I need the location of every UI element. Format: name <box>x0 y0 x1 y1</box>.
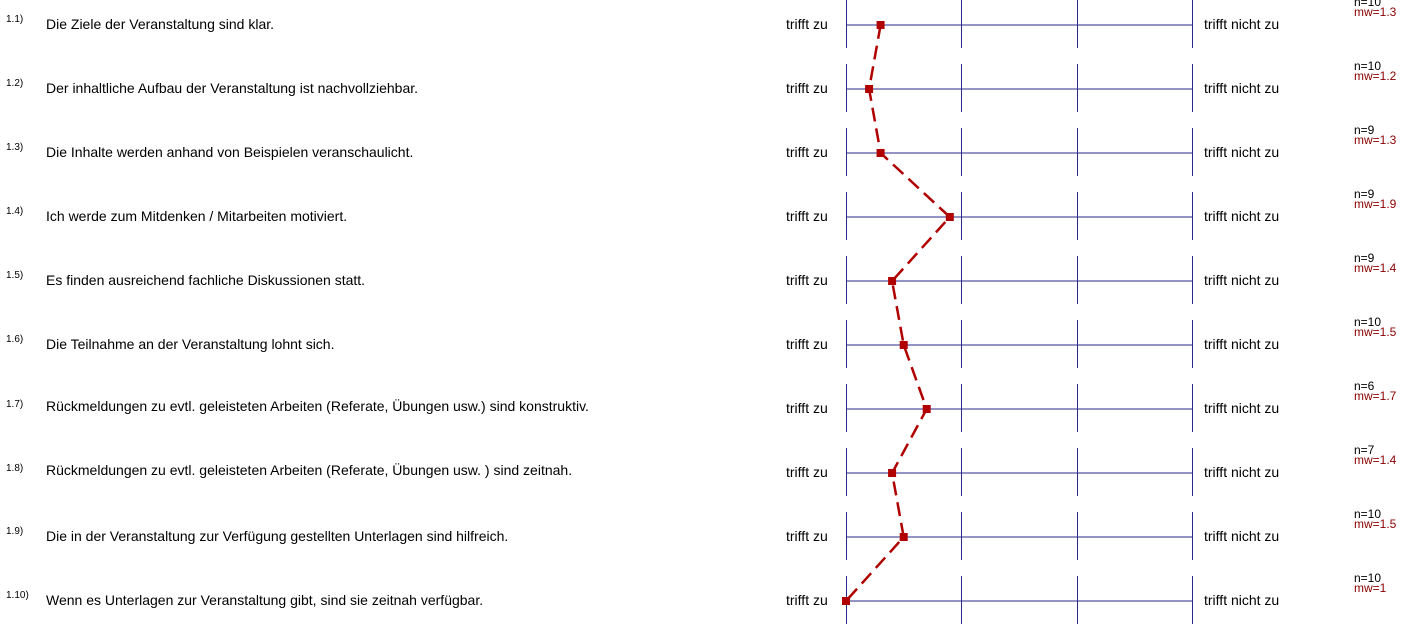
scale-left-label: trifft zu <box>786 464 828 480</box>
scale-right-label: trifft nicht zu <box>1204 592 1280 608</box>
scale-right-label: trifft nicht zu <box>1204 400 1280 416</box>
question-number: 1.10) <box>6 590 29 601</box>
scale-left-label: trifft zu <box>786 336 828 352</box>
scale-left-label: trifft zu <box>786 208 828 224</box>
question-number: 1.6) <box>6 334 24 345</box>
scale-left-label: trifft zu <box>786 144 828 160</box>
scale-right-label: trifft nicht zu <box>1204 272 1280 288</box>
question-row: 1.2) Der inhaltliche Aufbau der Veranstal… <box>0 57 1423 121</box>
stat-count: n=10 <box>1354 0 1382 9</box>
mean-marker <box>899 533 908 541</box>
question-row: 1.9) Die in der Veranstaltung zur Verfügu… <box>0 505 1423 569</box>
question-number: 1.4) <box>6 206 24 217</box>
question-text: Wenn es Unterlagen zur Veranstaltung gib… <box>46 592 484 608</box>
stat-mean: mw=1.7 <box>1354 389 1397 403</box>
stat-mean: mw=1.3 <box>1354 5 1397 19</box>
scale-left-label: trifft zu <box>786 272 828 288</box>
scale-right-label: trifft nicht zu <box>1204 464 1280 480</box>
question-row: 1.8) Rückmeldungen zu evtl. geleisteten A… <box>0 441 1423 505</box>
question-text: Die Ziele der Veranstaltung sind klar. <box>46 16 275 32</box>
mean-marker <box>865 85 874 93</box>
stat-count: n=10 <box>1354 507 1382 521</box>
question-text: Rückmeldungen zu evtl. geleisteten Arbei… <box>46 398 589 414</box>
stat-mean: mw=1.4 <box>1354 453 1397 467</box>
mean-marker <box>922 405 931 413</box>
scale-right-label: trifft nicht zu <box>1204 80 1280 96</box>
stat-mean: mw=1 <box>1354 581 1387 595</box>
question-row: 1.10) Wenn es Unterlagen zur Veranstaltun… <box>0 569 1423 633</box>
question-text: Die Inhalte werden anhand von Beispielen… <box>46 144 414 160</box>
question-row: 1.3) Die Inhalte werden anhand von Beispi… <box>0 121 1423 185</box>
question-number: 1.7) <box>6 399 24 410</box>
scale-right-label: trifft nicht zu <box>1204 144 1280 160</box>
question-row: 1.4) Ich werde zum Mitdenken / Mitarbeite… <box>0 185 1423 249</box>
scale-left-label: trifft zu <box>786 528 828 544</box>
stat-mean: mw=1.5 <box>1354 517 1397 531</box>
stat-count: n=9 <box>1354 187 1375 201</box>
scale-left-label: trifft zu <box>786 80 828 96</box>
stat-count: n=7 <box>1354 443 1375 457</box>
question-text: Die Teilnahme an der Veranstaltung lohnt… <box>46 336 335 352</box>
question-text: Ich werde zum Mitdenken / Mitarbeiten mo… <box>46 208 348 224</box>
question-number: 1.5) <box>6 270 24 281</box>
stat-count: n=10 <box>1354 571 1382 585</box>
stat-mean: mw=1.5 <box>1354 325 1397 339</box>
stat-mean: mw=1.9 <box>1354 197 1397 211</box>
scale-right-label: trifft nicht zu <box>1204 208 1280 224</box>
question-number: 1.1) <box>6 14 24 25</box>
question-number: 1.2) <box>6 78 24 89</box>
stat-mean: mw=1.4 <box>1354 261 1397 275</box>
question-text: Rückmeldungen zu evtl. geleisteten Arbei… <box>46 462 573 478</box>
scale-right-label: trifft nicht zu <box>1204 528 1280 544</box>
mean-marker <box>876 149 885 157</box>
stat-count: n=9 <box>1354 123 1375 137</box>
question-text: Der inhaltliche Aufbau der Veranstaltung… <box>46 80 419 96</box>
question-number: 1.3) <box>6 142 24 153</box>
scale-left-label: trifft zu <box>786 400 828 416</box>
mean-marker <box>842 597 850 605</box>
mean-marker <box>945 213 954 221</box>
stat-mean: mw=1.2 <box>1354 69 1397 83</box>
stat-mean: mw=1.3 <box>1354 133 1397 147</box>
scale-left-label: trifft zu <box>786 16 828 32</box>
stat-count: n=10 <box>1354 315 1382 329</box>
question-number: 1.9) <box>6 526 24 537</box>
stat-count: n=6 <box>1354 379 1375 393</box>
question-row: 1.7) Rückmeldungen zu evtl. geleisteten A… <box>0 377 1423 441</box>
stat-count: n=10 <box>1354 59 1382 73</box>
question-row: 1.5) Es finden ausreichend fachliche Disk… <box>0 249 1423 313</box>
stat-count: n=9 <box>1354 251 1375 265</box>
scale-right-label: trifft nicht zu <box>1204 16 1280 32</box>
mean-marker <box>888 277 897 285</box>
question-row: 1.1) Die Ziele der Veranstaltung sind kla… <box>0 0 1423 57</box>
mean-marker <box>876 21 885 29</box>
scale-right-label: trifft nicht zu <box>1204 336 1280 352</box>
mean-marker <box>888 469 897 477</box>
question-row: 1.6) Die Teilnahme an der Veranstaltung l… <box>0 313 1423 377</box>
question-text: Es finden ausreichend fachliche Diskussi… <box>46 272 366 288</box>
scale-left-label: trifft zu <box>786 592 828 608</box>
question-text: Die in der Veranstaltung zur Verfügung g… <box>46 528 509 544</box>
mean-marker <box>899 341 908 349</box>
question-number: 1.8) <box>6 463 24 474</box>
profile-line <box>845 24 952 602</box>
